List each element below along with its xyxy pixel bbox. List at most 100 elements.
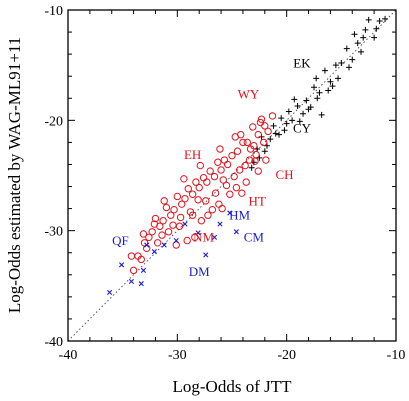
data-point (256, 118, 265, 127)
data-point (248, 164, 255, 171)
data-point (289, 117, 296, 124)
data-point (184, 185, 192, 193)
data-point (338, 59, 345, 66)
data-point (362, 26, 369, 33)
data-point (228, 151, 236, 160)
data-point (226, 190, 234, 198)
data-point (211, 234, 218, 240)
data-point (227, 210, 233, 216)
data-point (371, 34, 378, 41)
data-point (140, 267, 147, 273)
data-point (294, 102, 301, 109)
data-point (345, 64, 352, 71)
data-point (249, 123, 257, 131)
data-point (153, 239, 162, 247)
data-point (158, 231, 166, 239)
data-point (195, 230, 201, 236)
data-point (118, 262, 125, 268)
data-point (199, 174, 208, 182)
data-point (365, 16, 372, 23)
data-point (314, 95, 321, 102)
data-point (303, 97, 310, 104)
annotation-cm: CM (244, 230, 265, 245)
data-point (139, 230, 148, 238)
y-tick-label: -40 (44, 335, 63, 350)
axis-ticks: -40 -30 -20 -10 -40 -30 -20 -10 (44, 4, 405, 363)
data-point (211, 189, 220, 197)
data-point (332, 62, 339, 69)
data-point (233, 147, 242, 155)
annotation-cy: CY (293, 120, 312, 135)
data-point (335, 75, 342, 82)
data-point (241, 161, 249, 170)
data-point (162, 203, 171, 212)
data-point (127, 252, 136, 260)
data-point (268, 112, 277, 120)
data-point (283, 120, 290, 127)
data-point (173, 238, 179, 244)
y-axis-title: Log-Odds estimated by WAG-ML91+11 (5, 37, 24, 313)
data-point (180, 175, 188, 183)
data-point (148, 228, 156, 236)
data-point (232, 183, 241, 192)
data-point (128, 278, 135, 285)
data-point (354, 40, 361, 47)
data-point (251, 157, 259, 165)
data-point (305, 106, 312, 113)
data-point (222, 181, 231, 190)
data-point (161, 242, 167, 248)
data-point (239, 138, 247, 147)
data-point (182, 221, 188, 227)
data-point (178, 200, 186, 208)
data-point (349, 56, 356, 63)
data-point (223, 160, 232, 169)
data-point (202, 197, 210, 205)
data-point (325, 87, 332, 94)
data-point (159, 217, 167, 225)
data-point (281, 127, 288, 134)
data-point (197, 217, 206, 225)
data-point (175, 222, 184, 230)
data-point (261, 148, 268, 155)
data-point (316, 89, 323, 96)
data-point (278, 115, 285, 122)
data-point (311, 84, 317, 91)
data-point (270, 122, 277, 129)
data-point (235, 166, 244, 174)
data-point (360, 34, 367, 41)
series-x (106, 210, 239, 296)
data-point (264, 127, 272, 136)
data-point (276, 131, 283, 138)
data-point (129, 266, 138, 275)
data-point (167, 211, 175, 219)
data-point (262, 156, 270, 164)
data-point (151, 214, 160, 223)
data-point (203, 252, 209, 258)
data-point (245, 156, 254, 164)
data-point (343, 45, 350, 52)
data-point (220, 156, 229, 164)
data-point (215, 200, 223, 208)
data-point (145, 233, 153, 241)
series-plus (248, 15, 389, 171)
annotation-qf: QF (112, 233, 129, 248)
annotations: EK CY WY EH CH HT NM HM CM QF DM (112, 55, 311, 279)
annotation-nm: NM (193, 230, 214, 245)
data-point (382, 15, 389, 22)
data-point (285, 108, 292, 115)
data-point (351, 31, 358, 38)
data-point (254, 130, 262, 139)
data-point (188, 211, 197, 219)
data-point (217, 166, 225, 174)
data-point (219, 176, 227, 184)
data-point (218, 204, 226, 213)
data-point (176, 213, 185, 222)
data-point (106, 289, 113, 296)
data-point (242, 178, 250, 186)
data-point (206, 167, 214, 175)
data-point (291, 96, 298, 103)
data-point (257, 115, 266, 123)
data-point (217, 221, 223, 227)
data-point (203, 178, 211, 186)
y-tick-label: -30 (44, 225, 63, 240)
